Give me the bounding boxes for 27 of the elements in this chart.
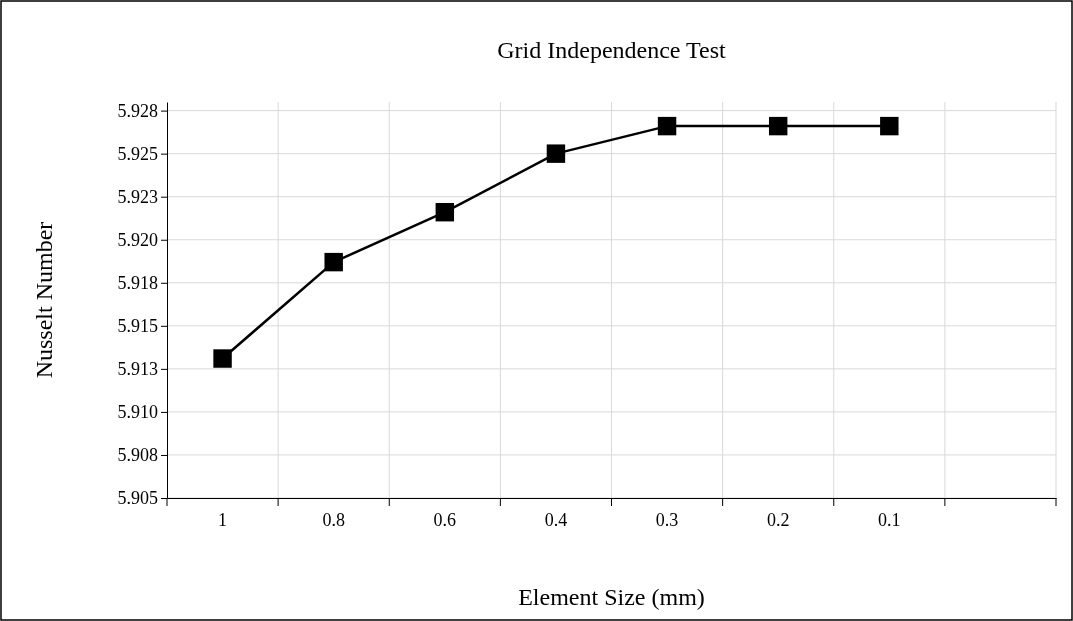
point xyxy=(213,349,232,368)
x-tick-label: 1 xyxy=(218,510,228,531)
x-tick-label: 0.8 xyxy=(322,510,345,531)
x-tick-label: 0.4 xyxy=(544,510,568,531)
point xyxy=(546,144,566,163)
point xyxy=(768,116,788,136)
y-tick-label: 5.920 xyxy=(117,230,158,250)
point xyxy=(657,116,677,136)
x-tick-label: 0.6 xyxy=(433,510,457,531)
y-tick-label: 5.913 xyxy=(117,359,158,380)
x-tick-label: 0.2 xyxy=(766,510,790,531)
y-tick-label: 5.928 xyxy=(117,100,158,121)
chart-title: Grid Independence Test xyxy=(497,37,727,63)
point xyxy=(324,252,343,272)
y-tick-label: 5.905 xyxy=(117,488,158,509)
y-axis-title: Nusselt Number xyxy=(31,221,57,379)
point xyxy=(880,116,899,136)
x-tick-label: 0.3 xyxy=(655,510,679,531)
y-tick-label: 5.918 xyxy=(117,273,158,294)
y-tick-label: 5.910 xyxy=(117,402,158,423)
y-tick-label: 5.908 xyxy=(117,445,158,466)
y-tick-label: 5.925 xyxy=(117,143,158,164)
x-tick-label: 0.1 xyxy=(878,510,901,531)
y-tick-label: 5.915 xyxy=(117,316,158,337)
x-axis-title: Element Size (mm) xyxy=(518,584,705,610)
y-tick-label: 5.923 xyxy=(117,186,158,207)
point xyxy=(435,202,455,222)
